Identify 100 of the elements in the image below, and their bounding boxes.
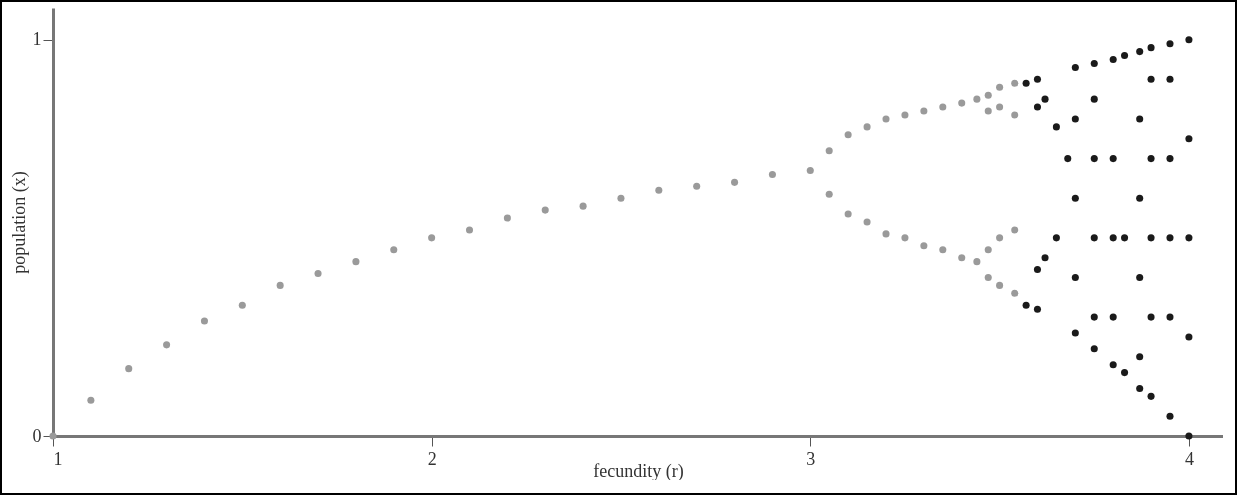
point <box>973 95 981 103</box>
point <box>314 269 322 278</box>
point <box>1147 75 1155 83</box>
point <box>1090 155 1098 163</box>
point <box>1052 123 1060 131</box>
point <box>984 246 992 254</box>
point <box>1147 392 1155 400</box>
point <box>503 214 511 222</box>
point <box>1136 384 1144 392</box>
point <box>655 186 663 194</box>
point <box>1166 40 1174 48</box>
point <box>920 242 928 250</box>
point <box>844 131 852 139</box>
point <box>996 281 1004 289</box>
point <box>49 432 57 440</box>
point <box>1041 95 1049 103</box>
point <box>768 170 776 178</box>
x-tick-label: 4 <box>1184 448 1194 469</box>
point <box>276 281 284 289</box>
point <box>1033 266 1041 274</box>
point <box>901 234 909 242</box>
point <box>1147 155 1155 163</box>
y-axis-title: population (x) <box>8 171 30 274</box>
point <box>996 103 1004 111</box>
point <box>1052 234 1060 242</box>
point <box>1011 79 1019 87</box>
point <box>984 91 992 99</box>
point <box>1166 155 1174 163</box>
x-axis-title: fecundity (r) <box>593 460 684 482</box>
point <box>844 210 852 218</box>
point <box>1033 305 1041 313</box>
point <box>1022 79 1030 87</box>
point <box>882 115 890 123</box>
point <box>1109 361 1117 369</box>
point <box>958 254 966 262</box>
x-tick-label: 2 <box>427 448 437 469</box>
point <box>1185 234 1193 242</box>
point <box>1090 345 1098 353</box>
point <box>617 194 625 202</box>
point <box>1121 369 1129 377</box>
point <box>238 301 246 309</box>
point <box>1121 234 1129 242</box>
point <box>1147 44 1155 52</box>
point <box>863 123 871 131</box>
point <box>390 246 398 254</box>
point <box>1041 254 1049 262</box>
point <box>1121 52 1129 60</box>
point <box>1071 273 1079 282</box>
point <box>1109 234 1117 242</box>
point <box>163 341 171 349</box>
point <box>1185 333 1193 341</box>
point <box>1071 63 1079 71</box>
point <box>1011 111 1019 119</box>
point <box>863 218 871 226</box>
point <box>984 273 992 282</box>
point <box>1136 273 1144 282</box>
point <box>1109 313 1117 321</box>
point <box>984 107 992 115</box>
point <box>920 107 928 115</box>
point <box>352 258 360 266</box>
point <box>1090 59 1098 68</box>
point <box>465 226 474 234</box>
point <box>825 190 833 198</box>
point <box>1071 329 1079 337</box>
point <box>939 246 947 254</box>
point <box>901 111 909 119</box>
point <box>1071 194 1079 202</box>
point <box>428 234 436 242</box>
point <box>1136 353 1144 361</box>
point <box>1185 432 1193 440</box>
point <box>1011 226 1019 234</box>
point <box>1166 75 1174 83</box>
point <box>541 206 549 214</box>
point <box>973 258 981 266</box>
point <box>1136 48 1144 56</box>
point <box>1109 155 1117 163</box>
point <box>996 234 1004 242</box>
point <box>1071 115 1079 123</box>
point <box>1166 412 1174 420</box>
point <box>1090 234 1098 242</box>
point <box>1136 115 1144 123</box>
point <box>87 396 95 404</box>
point <box>200 317 208 325</box>
point <box>996 83 1004 91</box>
point <box>939 103 947 111</box>
y-tick-label: 0 <box>32 425 42 446</box>
x-tick-label: 1 <box>53 448 63 469</box>
point <box>1136 194 1144 202</box>
point <box>1090 95 1098 103</box>
point <box>1185 36 1193 44</box>
point <box>125 365 133 373</box>
point <box>1011 289 1019 297</box>
point <box>1090 313 1098 321</box>
point <box>1022 301 1030 309</box>
point <box>1033 75 1041 83</box>
point <box>806 166 814 175</box>
point <box>1166 313 1174 321</box>
point <box>1109 55 1117 64</box>
point <box>1147 234 1155 242</box>
point <box>1166 234 1174 242</box>
